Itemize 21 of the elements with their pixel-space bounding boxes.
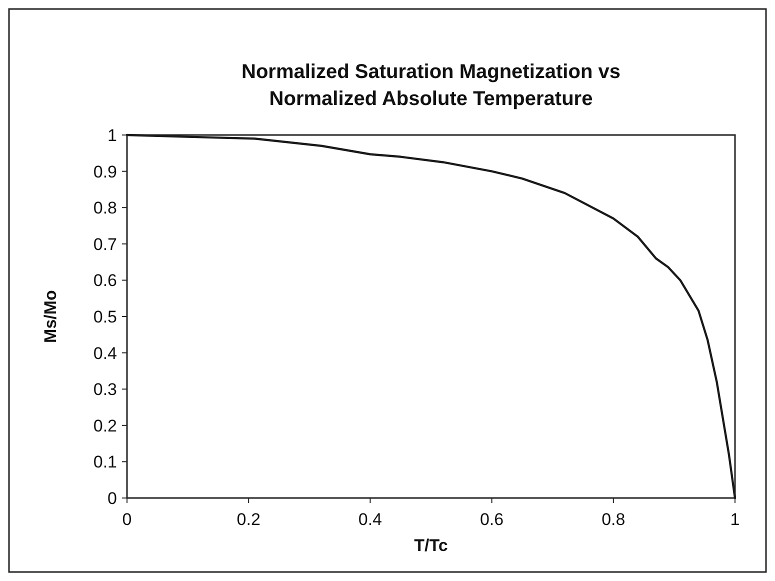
y-tick-label: 0.4 bbox=[93, 344, 117, 363]
x-tick-label: 0.2 bbox=[236, 510, 260, 529]
y-tick-label: 0 bbox=[108, 488, 117, 508]
line-series bbox=[126, 134, 736, 500]
x-tick-label: 0.8 bbox=[602, 510, 626, 529]
x-tick-label: 0.4 bbox=[358, 510, 382, 529]
x-tick-label: 1 bbox=[730, 510, 740, 529]
x-axis-title: T/Tc bbox=[414, 536, 448, 555]
chart-title: Normalized Saturation Magnetization vs Normalized Absolute Temperature bbox=[242, 61, 620, 110]
y-tick-label: 0.1 bbox=[93, 452, 117, 472]
y-axis-title: Ms/Mo bbox=[41, 290, 60, 343]
y-tick-label: 0.3 bbox=[93, 380, 117, 400]
y-tick-label: 0.5 bbox=[93, 307, 117, 326]
y-tick-label: 0.8 bbox=[93, 198, 117, 218]
y-tick-label: 0.7 bbox=[93, 234, 117, 254]
y-tick-label: 1 bbox=[108, 126, 117, 145]
y-tick-label: 0.9 bbox=[93, 162, 117, 182]
x-tick-label: 0.6 bbox=[480, 510, 504, 529]
y-tick-label: 0.6 bbox=[93, 271, 117, 290]
x-tick-label: 0 bbox=[122, 510, 132, 529]
y-tick-label: 0.2 bbox=[93, 416, 117, 436]
